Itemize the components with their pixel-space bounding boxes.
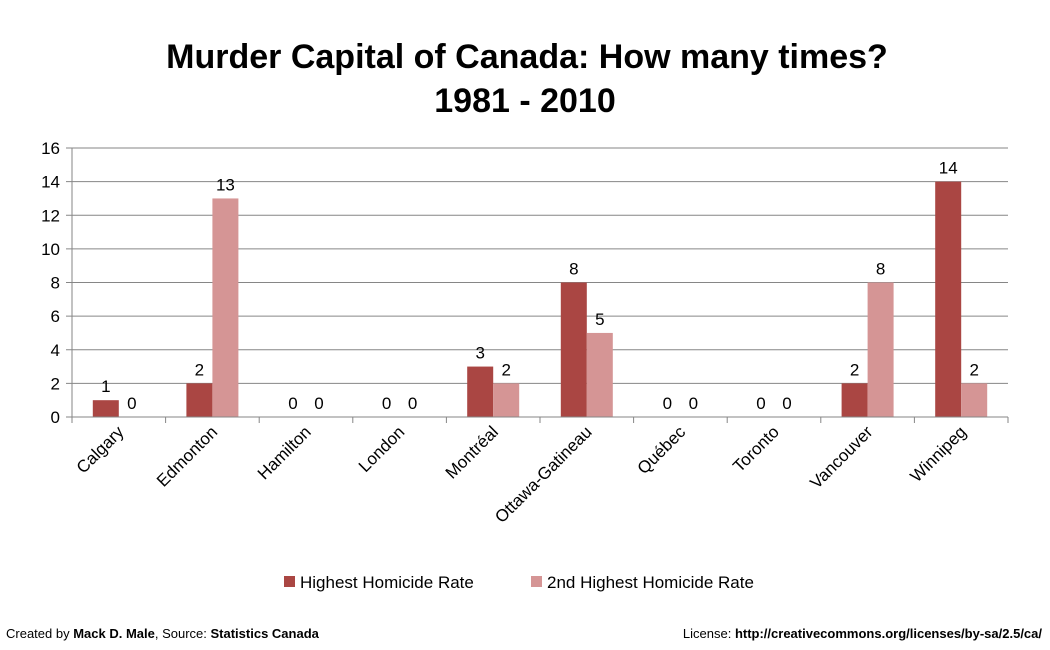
data-label: 2 <box>195 360 204 379</box>
bar-second-highest <box>961 383 988 417</box>
bar-second-highest <box>493 383 520 417</box>
y-tick-label: 6 <box>51 307 60 326</box>
x-category-label: Montréal <box>442 422 502 482</box>
bar-highest <box>935 181 962 417</box>
chart-title: Murder Capital of Canada: How many times… <box>166 38 888 76</box>
y-axis-ticks: 0 2 4 6 8 10 12 14 16 <box>41 139 72 427</box>
footer-author: Mack D. Male <box>73 626 155 641</box>
x-category-label: Calgary <box>73 422 128 477</box>
x-category-label: London <box>355 422 409 476</box>
bar-second-highest <box>212 198 239 417</box>
data-label: 0 <box>689 394 698 413</box>
x-axis-categories: Calgary Edmonton Hamilton London MontréalOtt… <box>73 422 970 527</box>
x-category-label: Ottawa-Gatineau <box>491 422 595 526</box>
data-label: 1 <box>101 377 110 396</box>
bar-highest <box>186 383 213 417</box>
footer-created-by: Created by <box>6 626 74 641</box>
y-tick-label: 14 <box>41 173 60 192</box>
axes <box>71 148 1009 423</box>
data-label: 14 <box>939 159 958 178</box>
bar-second-highest <box>867 282 894 417</box>
legend-swatch <box>531 576 542 587</box>
y-tick-label: 0 <box>51 408 60 427</box>
x-category-label: Winnipeg <box>906 422 970 486</box>
data-label: 2 <box>850 360 859 379</box>
bar-highest <box>467 366 494 417</box>
data-label: 0 <box>782 394 791 413</box>
bar-highest <box>92 400 119 417</box>
data-label: 0 <box>382 394 391 413</box>
chart-subtitle: 1981 - 2010 <box>434 82 616 120</box>
legend: Highest Homicide Rate 2nd Highest Homicid… <box>284 573 754 592</box>
footer-license-prefix: License: <box>682 626 735 641</box>
y-tick-label: 8 <box>51 274 60 293</box>
legend-label: 2nd Highest Homicide Rate <box>547 573 754 592</box>
data-label: 0 <box>288 394 297 413</box>
bar-highest <box>560 282 587 417</box>
data-label: 0 <box>127 394 136 413</box>
legend-label: Highest Homicide Rate <box>300 573 474 592</box>
data-label: 13 <box>216 175 235 194</box>
y-tick-label: 2 <box>51 374 60 393</box>
data-label: 8 <box>569 260 578 279</box>
x-category-label: Toronto <box>729 422 783 476</box>
data-label: 0 <box>756 394 765 413</box>
data-label: 2 <box>501 360 510 379</box>
footer-credit: Created by Mack D. Male, Source: Statist… <box>6 626 319 641</box>
x-category-label: Québec <box>634 422 690 478</box>
data-label: 0 <box>314 394 323 413</box>
data-label: 0 <box>663 394 672 413</box>
footer-license-url: http://creativecommons.org/licenses/by-s… <box>734 626 1042 641</box>
data-label: 0 <box>408 394 417 413</box>
footer-source: Statistics Canada <box>210 626 319 641</box>
y-tick-label: 16 <box>41 139 60 158</box>
footer-license: License: http://creativecommons.org/lice… <box>683 626 1042 641</box>
x-category-label: Vancouver <box>806 422 876 492</box>
data-label: 8 <box>876 260 885 279</box>
data-label: 2 <box>969 360 978 379</box>
x-category-label: Hamilton <box>254 422 315 483</box>
y-tick-label: 10 <box>41 240 60 259</box>
y-tick-label: 4 <box>51 341 60 360</box>
bar-second-highest <box>586 332 613 417</box>
y-tick-label: 12 <box>41 206 60 225</box>
data-label: 5 <box>595 310 604 329</box>
legend-swatch <box>284 576 295 587</box>
bars <box>92 181 988 417</box>
data-label: 3 <box>475 344 484 363</box>
x-category-label: Edmonton <box>153 422 221 490</box>
footer-source-prefix: , Source: <box>154 626 211 641</box>
bar-highest <box>841 383 868 417</box>
